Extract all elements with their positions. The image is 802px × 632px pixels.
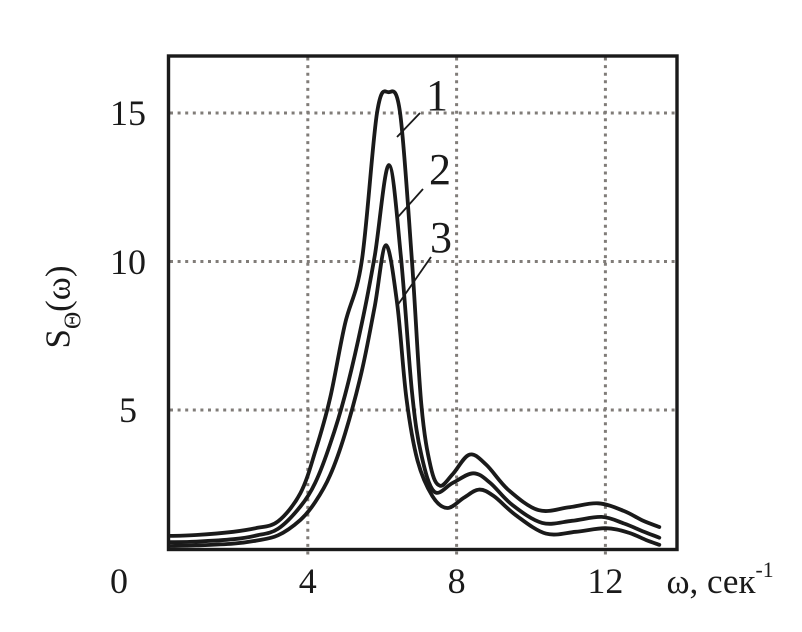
curve-label-2: 2 <box>429 145 451 194</box>
x-axis-label-text: ω, сек <box>666 561 756 601</box>
plot-border <box>166 54 679 552</box>
x-axis-label: ω, сек-1 <box>666 559 773 601</box>
y-tick-label-15: 15 <box>110 93 146 133</box>
curve-3 <box>168 243 662 548</box>
y-tick-label-5: 5 <box>119 390 137 430</box>
y-axis-label-subscript: Θ <box>60 311 87 330</box>
leader-line-curve-2 <box>397 188 424 218</box>
leader-line-curve-3 <box>396 256 432 307</box>
y-axis-label-symbol: S <box>38 329 78 349</box>
x-axis-label-exponent: -1 <box>755 557 774 582</box>
curves <box>168 89 662 548</box>
curve-2 <box>168 163 662 545</box>
label-leader-lines <box>396 112 432 307</box>
curve-1 <box>168 89 662 538</box>
y-tick-label-10: 10 <box>110 241 146 282</box>
curve-label-1: 1 <box>426 71 448 120</box>
leader-line-curve-1 <box>396 112 421 138</box>
y-axis-label: SΘ(ω) <box>38 265 87 349</box>
y-axis-label-argument: (ω) <box>38 265 78 312</box>
x-tick-label-origin: 0 <box>110 561 128 601</box>
x-tick-label-4: 4 <box>298 561 317 601</box>
curve-label-3: 3 <box>430 213 452 262</box>
x-tick-label-8: 8 <box>447 561 466 601</box>
x-tick-label-12: 12 <box>587 561 624 601</box>
